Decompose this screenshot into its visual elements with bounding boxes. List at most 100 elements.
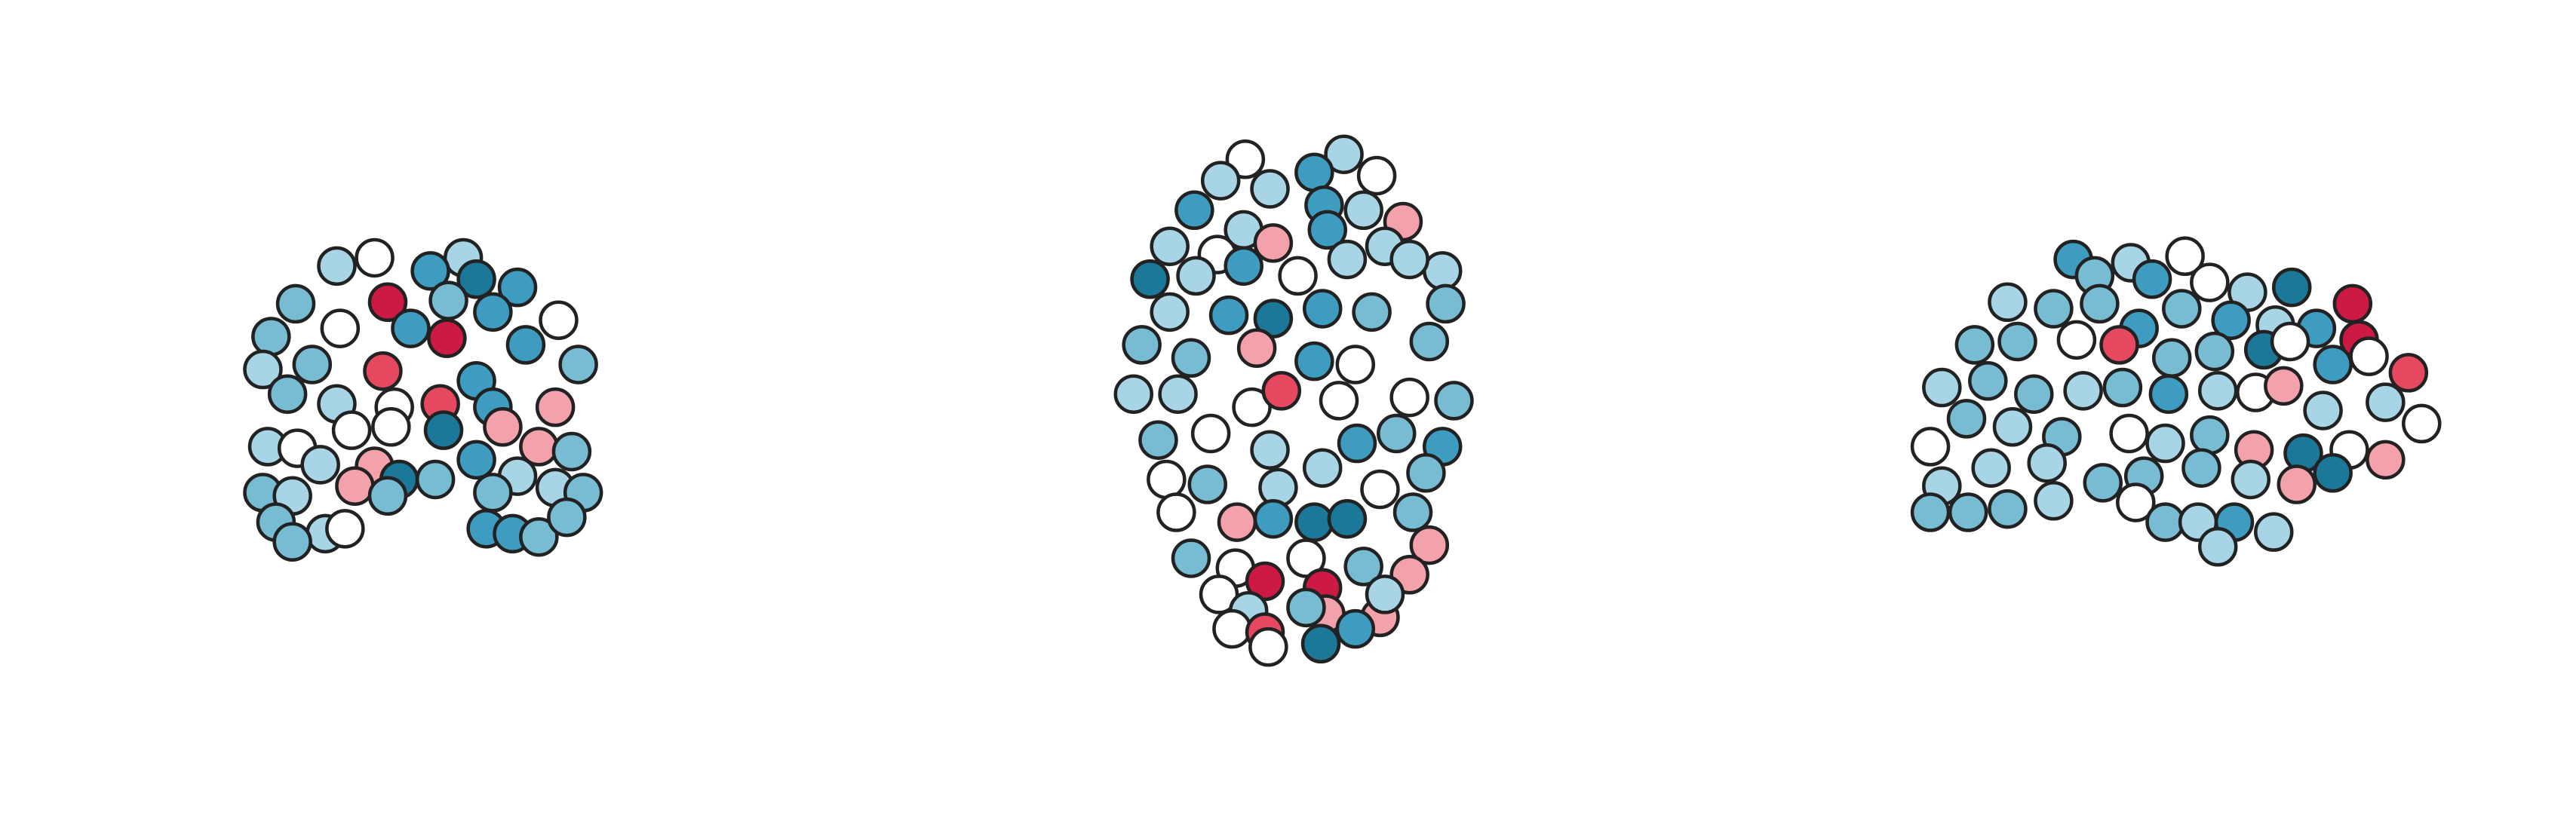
- node: [456, 440, 496, 480]
- node: [331, 410, 372, 450]
- node: [2102, 367, 2143, 408]
- node: [1187, 464, 1228, 504]
- node: [1327, 239, 1368, 280]
- node: [2063, 371, 2103, 411]
- node: [1992, 407, 2033, 447]
- node: [1147, 459, 1187, 500]
- node: [2388, 353, 2429, 393]
- node: [2313, 453, 2353, 493]
- node: [2014, 374, 2054, 414]
- node: [1171, 338, 1211, 378]
- node: [1327, 498, 1368, 539]
- node: [1113, 374, 1154, 414]
- node: [391, 308, 431, 348]
- node: [2034, 289, 2074, 329]
- node: [243, 349, 283, 390]
- node: [1171, 538, 1211, 578]
- node: [251, 317, 291, 357]
- node: [367, 282, 408, 323]
- node: [292, 345, 333, 384]
- node: [363, 351, 403, 391]
- node: [1409, 525, 1450, 565]
- node: [2197, 371, 2238, 411]
- node: [2027, 443, 2067, 483]
- node: [1988, 489, 2028, 529]
- node: [1286, 587, 1326, 628]
- node: [1434, 381, 1474, 421]
- node: [1343, 190, 1383, 231]
- node: [1307, 210, 1348, 250]
- node: [1324, 134, 1364, 174]
- node: [2231, 459, 2271, 500]
- node: [2056, 320, 2097, 360]
- node: [2264, 366, 2304, 406]
- node: [1389, 239, 1429, 280]
- node: [1208, 295, 1249, 335]
- node: [1286, 538, 1326, 578]
- node: [1156, 492, 1196, 532]
- node: [1150, 226, 1190, 266]
- node: [1122, 325, 1162, 365]
- node: [1200, 161, 1241, 201]
- node: [367, 476, 408, 516]
- node: [519, 516, 559, 557]
- node: [1910, 427, 1951, 467]
- node: [371, 407, 411, 447]
- node: [1261, 371, 1302, 411]
- node: [1335, 345, 1376, 384]
- node: [1158, 374, 1198, 414]
- node: [1335, 608, 1376, 649]
- node: [1253, 498, 1294, 539]
- node: [1356, 155, 1397, 196]
- node: [1294, 502, 1334, 542]
- node: [1245, 561, 1285, 602]
- node: [1232, 387, 1272, 427]
- node: [2109, 413, 2149, 454]
- node: [1365, 574, 1405, 614]
- node: [1337, 423, 1377, 464]
- node: [2366, 382, 2406, 422]
- node: [1376, 413, 1417, 454]
- node: [2083, 463, 2123, 503]
- node: [415, 459, 456, 500]
- node: [1190, 413, 1231, 454]
- node: [1954, 325, 1995, 365]
- node: [2197, 527, 2238, 567]
- node: [1224, 246, 1263, 286]
- node: [1130, 259, 1170, 299]
- node: [1392, 492, 1433, 532]
- node: [2181, 448, 2221, 488]
- node: [2271, 267, 2312, 308]
- node: [1294, 341, 1334, 381]
- node: [2277, 464, 2317, 504]
- node: [2366, 440, 2406, 480]
- node: [539, 300, 579, 340]
- node: [275, 283, 316, 324]
- node: [1250, 169, 1290, 209]
- node: [1302, 289, 1343, 329]
- node: [1426, 283, 1466, 324]
- node: [1389, 377, 1429, 418]
- node: [2145, 423, 2185, 464]
- node: [2148, 374, 2189, 414]
- node: [1997, 321, 2037, 362]
- node: [272, 522, 312, 562]
- node: [1406, 453, 1446, 493]
- node: [300, 445, 340, 485]
- node: [1988, 282, 2028, 323]
- node: [2190, 262, 2230, 302]
- node: [558, 345, 598, 384]
- node: [2116, 482, 2156, 522]
- node: [456, 259, 496, 299]
- node: [427, 318, 467, 358]
- node: [2190, 415, 2230, 455]
- node: [1250, 430, 1290, 470]
- node: [335, 466, 375, 506]
- node: [1946, 399, 1987, 439]
- node: [267, 374, 308, 414]
- node: [1343, 547, 1383, 587]
- node: [2402, 403, 2442, 444]
- node: [1319, 381, 1359, 421]
- node: [1971, 448, 2011, 488]
